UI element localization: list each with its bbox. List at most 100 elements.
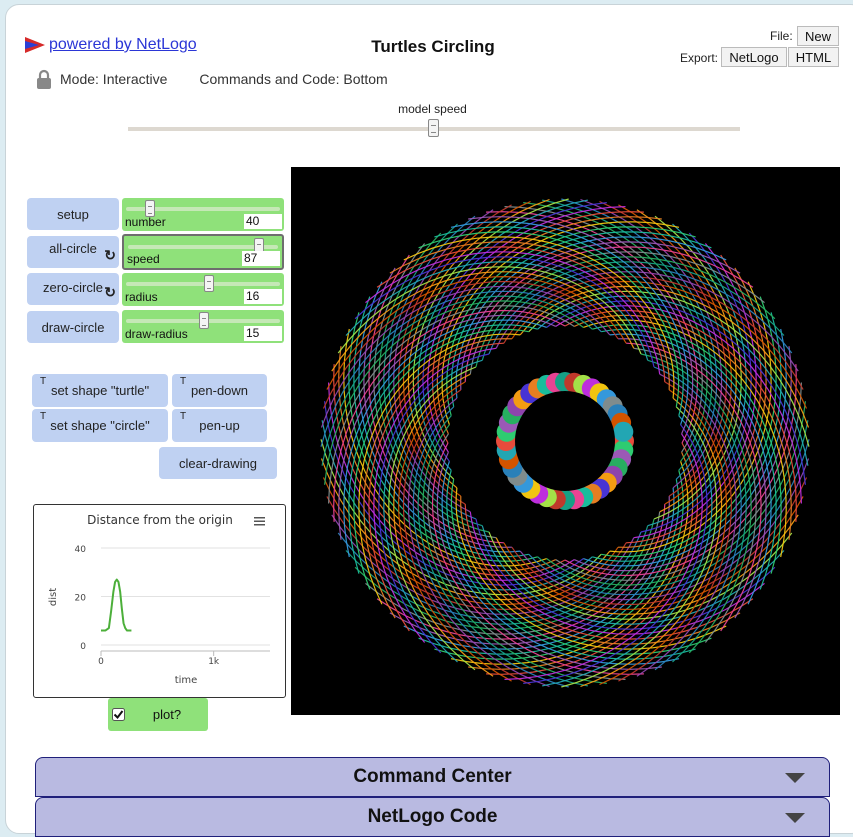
pen-trail	[633, 243, 757, 539]
draw-circle-button[interactable]: draw-circle	[27, 311, 119, 343]
pen-trail	[422, 424, 607, 684]
plot-y-label: dist	[48, 588, 59, 606]
plot-y-tick-label: 0	[80, 642, 86, 652]
pen-trail	[333, 309, 566, 522]
slider-value[interactable]: 15	[244, 326, 282, 341]
plot-x-label: time	[175, 675, 198, 686]
pen-trail	[434, 226, 684, 416]
pen-trail	[636, 209, 737, 513]
plot-switch[interactable]: plot?	[108, 698, 208, 731]
pen-trail	[523, 424, 708, 684]
ring-center	[515, 391, 615, 491]
pen-up-button[interactable]: T pen-up	[172, 409, 267, 442]
logo-link-text[interactable]: powered by NetLogo	[49, 36, 197, 53]
set-shape-turtle-button[interactable]: T set shape "turtle"	[32, 374, 168, 407]
pen-trail	[393, 373, 494, 677]
slider-value[interactable]: 16	[244, 289, 282, 304]
pen-trail	[626, 254, 762, 544]
slider-value[interactable]: 40	[244, 214, 282, 229]
command-center-title: Command Center	[353, 766, 512, 787]
pen-trail	[322, 280, 619, 409]
turtle-ring	[496, 372, 634, 510]
pen-trail	[389, 241, 670, 390]
pen-trail	[363, 338, 512, 619]
plot-series-line	[101, 578, 132, 632]
turtle-circle	[613, 421, 634, 442]
set-shape-circle-button[interactable]: T set shape "circle"	[32, 409, 168, 442]
pen-trail	[378, 353, 490, 654]
powered-by-netlogo-link[interactable]: powered by NetLogo	[25, 36, 197, 54]
world-view-canvas	[320, 198, 810, 688]
pen-trail	[609, 281, 772, 553]
world-view[interactable]	[291, 167, 840, 715]
plot-switch-label: plot?	[152, 707, 182, 722]
pen-trail	[427, 433, 626, 680]
pen-trail	[368, 342, 504, 632]
export-netlogo-button[interactable]: NetLogo	[721, 47, 787, 67]
pen-trail	[343, 319, 547, 558]
all-circle-button[interactable]: all-circle ↻	[27, 236, 119, 268]
slider-thumb[interactable]	[199, 312, 209, 329]
plot-x-tick-label: 0	[98, 657, 104, 667]
speed-slider[interactable]: speed 87	[122, 234, 284, 270]
model-title: Turtles Circling	[371, 37, 495, 56]
clear-drawing-label: clear-drawing	[178, 455, 258, 471]
pen-trail	[326, 275, 627, 390]
setup-button[interactable]: setup	[27, 198, 119, 230]
pen-trail	[601, 296, 777, 558]
pen-trail	[354, 256, 655, 368]
chevron-down-icon[interactable]	[785, 813, 805, 823]
turtle-context-mark: T	[180, 376, 187, 387]
file-new-button[interactable]: New	[797, 26, 839, 46]
pen-trail	[348, 324, 538, 574]
slider-value[interactable]: 87	[242, 251, 280, 266]
mode-text[interactable]: Mode: Interactive	[60, 71, 168, 87]
clear-drawing-button[interactable]: clear-drawing	[159, 447, 277, 479]
pen-trail	[450, 221, 689, 425]
pen-trail	[376, 246, 666, 382]
lock-icon[interactable]	[36, 69, 52, 89]
slider-label: number	[125, 215, 166, 229]
netlogo-code-panel[interactable]: NetLogo Code	[35, 797, 830, 837]
hamburger-menu-icon[interactable]	[254, 517, 265, 526]
netlogo-logo-icon	[25, 37, 45, 53]
pen-trail	[583, 328, 787, 567]
pen-trail	[337, 266, 642, 355]
plot-canvas: Distance from the origin dist time 0 20 40…	[48, 513, 270, 686]
commands-position-text[interactable]: Commands and Code: Bottom	[199, 71, 388, 87]
model-speed-slider[interactable]	[128, 119, 740, 137]
forever-icon: ↻	[104, 247, 116, 263]
command-center-panel[interactable]: Command Center	[35, 757, 830, 797]
slider-thumb[interactable]	[145, 200, 155, 217]
pen-trail	[436, 451, 662, 670]
draw-radius-slider[interactable]: draw-radius 15	[122, 310, 284, 343]
chevron-down-icon[interactable]	[785, 773, 805, 783]
pen-trail	[358, 333, 521, 605]
pen-trail	[397, 381, 512, 682]
pen-trail	[561, 406, 718, 688]
pen-trail	[546, 401, 806, 586]
checkbox-checked-icon[interactable]	[112, 707, 126, 722]
slider-thumb[interactable]	[203, 275, 214, 292]
slider-track[interactable]	[126, 207, 280, 211]
slider-label: speed	[127, 252, 160, 266]
pen-trail	[573, 346, 792, 572]
pen-down-button[interactable]: T pen-down	[172, 374, 267, 407]
number-slider[interactable]: number 40	[122, 198, 284, 231]
model-speed-thumb[interactable]	[428, 119, 439, 137]
zero-circle-button[interactable]: zero-circle ↻	[27, 273, 119, 305]
export-html-button[interactable]: HTML	[788, 47, 839, 67]
slider-label: radius	[125, 290, 158, 304]
slider-track[interactable]	[128, 245, 278, 249]
slider-label: draw-radius	[125, 327, 188, 341]
slider-track[interactable]	[126, 282, 280, 286]
pen-trail	[511, 477, 808, 606]
set-shape-circle-label: set shape "circle"	[50, 418, 150, 433]
pen-trail	[503, 496, 804, 611]
pen-trail	[345, 261, 649, 361]
distance-plot[interactable]: Distance from the origin dist time 0 20 40…	[33, 504, 286, 698]
model-speed-label: model speed	[398, 102, 467, 116]
radius-slider[interactable]: radius 16	[122, 273, 284, 306]
pen-trail	[495, 514, 799, 615]
forever-icon: ↻	[104, 284, 116, 300]
